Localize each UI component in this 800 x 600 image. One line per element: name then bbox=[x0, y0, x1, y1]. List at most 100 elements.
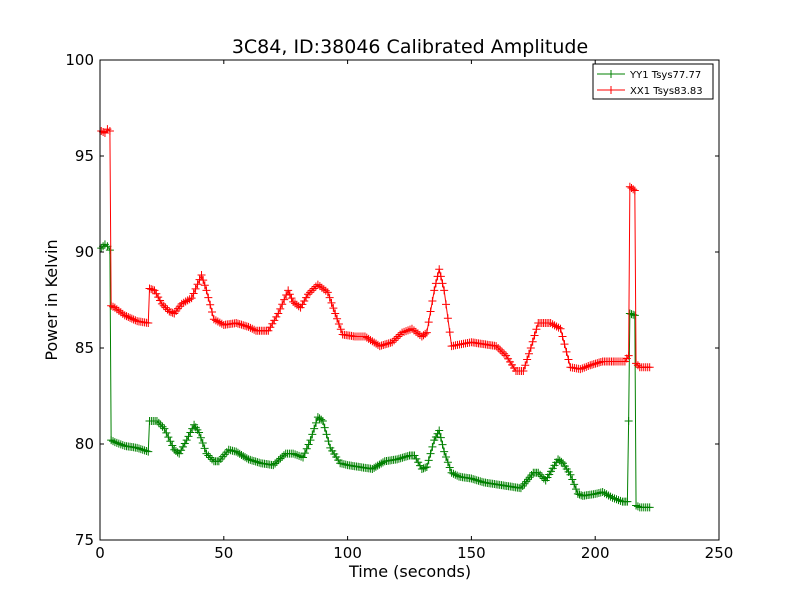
data-point-marker bbox=[270, 316, 279, 325]
data-point-marker bbox=[145, 284, 154, 293]
data-point-marker bbox=[443, 458, 452, 467]
data-point-marker bbox=[321, 286, 330, 295]
data-point-marker bbox=[274, 456, 283, 465]
data-point-marker bbox=[295, 451, 304, 460]
data-point-marker bbox=[244, 455, 253, 464]
data-point-marker bbox=[333, 314, 342, 323]
y-tick-label: 100 bbox=[65, 51, 94, 69]
data-point-marker bbox=[304, 440, 313, 449]
data-point-marker bbox=[624, 416, 633, 425]
data-point-marker bbox=[329, 304, 338, 313]
data-point-marker bbox=[442, 300, 451, 309]
data-point-marker bbox=[453, 471, 462, 480]
data-point-marker bbox=[472, 476, 481, 485]
data-point-marker bbox=[393, 455, 402, 464]
data-point-marker bbox=[438, 440, 447, 449]
data-point-marker bbox=[557, 457, 566, 466]
x-tick-label: 200 bbox=[581, 544, 610, 562]
data-point-marker bbox=[182, 436, 191, 445]
data-point-marker bbox=[596, 357, 605, 366]
data-point-marker bbox=[249, 457, 258, 466]
legend-label: YY1 Tsys77.77 bbox=[629, 70, 701, 81]
data-point-marker bbox=[305, 288, 314, 297]
data-point-marker bbox=[303, 290, 312, 299]
data-point-marker bbox=[336, 325, 345, 334]
data-point-marker bbox=[578, 364, 587, 373]
legend-entries: YY1 Tsys77.77 XX1 Tsys83.83 bbox=[597, 70, 703, 97]
data-point-marker bbox=[309, 284, 318, 293]
data-point-marker bbox=[202, 286, 211, 295]
data-point-marker bbox=[403, 452, 412, 461]
data-point-marker bbox=[204, 293, 213, 302]
data-point-marker bbox=[633, 502, 642, 511]
data-point-marker bbox=[388, 338, 397, 347]
data-point-marker bbox=[168, 308, 177, 317]
data-point-marker bbox=[379, 340, 388, 349]
data-point-marker bbox=[278, 452, 287, 461]
data-point-marker bbox=[584, 362, 593, 371]
data-point-marker bbox=[110, 438, 119, 447]
data-point-marker bbox=[443, 314, 452, 323]
data-point-marker bbox=[476, 477, 485, 486]
data-point-marker bbox=[331, 309, 340, 318]
data-point-marker bbox=[195, 275, 204, 284]
data-point-marker bbox=[177, 446, 186, 455]
data-point-marker bbox=[120, 311, 129, 320]
data-point-marker bbox=[426, 307, 435, 316]
data-point-marker bbox=[186, 428, 195, 437]
data-point-marker bbox=[142, 447, 151, 456]
data-point-marker bbox=[334, 320, 343, 328]
data-point-marker bbox=[572, 485, 581, 494]
data-point-marker bbox=[310, 424, 319, 433]
data-point-marker bbox=[532, 325, 541, 334]
data-point-marker bbox=[322, 430, 331, 439]
data-point-marker bbox=[116, 440, 125, 449]
data-point-marker bbox=[241, 321, 250, 330]
data-point-marker bbox=[282, 291, 291, 300]
data-point-marker bbox=[467, 474, 476, 483]
data-point-marker bbox=[122, 312, 131, 321]
data-point-marker bbox=[554, 323, 563, 332]
data-point-marker bbox=[576, 365, 585, 374]
y-tick-label: 90 bbox=[75, 243, 94, 261]
data-point-marker bbox=[440, 447, 449, 456]
data-point-marker bbox=[632, 501, 641, 510]
legend-entry: YY1 Tsys77.77 bbox=[597, 70, 701, 81]
data-point-marker bbox=[400, 327, 409, 336]
data-point-marker bbox=[445, 328, 454, 337]
data-point-marker bbox=[287, 294, 296, 303]
data-point-marker bbox=[144, 447, 153, 456]
data-point-marker bbox=[645, 503, 654, 512]
data-point-marker bbox=[558, 332, 567, 341]
axis-ticks: 0 50 100 150 200 250 75 80 85 90 95 100 bbox=[65, 51, 733, 562]
data-point-marker bbox=[422, 463, 431, 472]
data-point-marker bbox=[445, 463, 454, 472]
data-point-marker bbox=[428, 296, 437, 305]
data-point-marker bbox=[237, 320, 246, 329]
data-point-marker bbox=[107, 301, 116, 310]
data-point-marker bbox=[298, 300, 307, 309]
data-point-marker bbox=[568, 475, 577, 484]
data-point-marker bbox=[528, 337, 537, 346]
data-point-marker bbox=[377, 341, 386, 350]
data-point-marker bbox=[144, 319, 153, 328]
data-point-marker bbox=[421, 463, 430, 472]
data-point-marker bbox=[624, 351, 633, 360]
data-point-marker bbox=[276, 454, 285, 463]
data-point-marker bbox=[582, 362, 591, 371]
data-point-marker bbox=[614, 496, 623, 505]
data-point-marker bbox=[378, 458, 387, 467]
data-point-marker bbox=[412, 454, 421, 463]
data-point-marker bbox=[302, 293, 311, 302]
data-point-marker bbox=[204, 451, 213, 460]
data-point-marker bbox=[424, 318, 433, 327]
data-point-marker bbox=[271, 459, 280, 468]
data-point-marker bbox=[436, 433, 445, 442]
data-point-marker bbox=[539, 474, 548, 483]
data-point-marker bbox=[180, 439, 189, 448]
y-axis-title: Power in Kelvin bbox=[42, 239, 61, 360]
data-point-marker bbox=[492, 342, 501, 351]
data-point-marker bbox=[124, 313, 133, 322]
data-point-marker bbox=[500, 349, 509, 358]
